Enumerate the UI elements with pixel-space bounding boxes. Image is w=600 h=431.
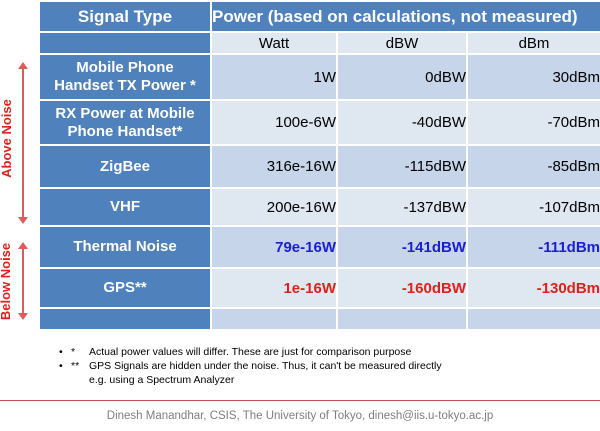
value-dbm: -70dBm xyxy=(468,101,600,144)
value-watt: 316e-16W xyxy=(212,146,336,187)
unit-dbw: dBW xyxy=(338,33,466,53)
footnote-text: Actual power values will differ. These a… xyxy=(89,346,412,358)
signal-name: ZigBee xyxy=(40,146,210,187)
value-watt: 1e-16W xyxy=(212,269,336,307)
above-noise-arrow-icon xyxy=(18,62,28,224)
empty-cell xyxy=(468,309,600,329)
value-dbm: -85dBm xyxy=(468,146,600,187)
unit-dbm: dBm xyxy=(468,33,600,53)
value-dbm: 30dBm xyxy=(468,55,600,99)
unit-watt: Watt xyxy=(212,33,336,53)
table-row: ZigBee 316e-16W -115dBW -85dBm xyxy=(40,146,600,187)
value-watt: 1W xyxy=(212,55,336,99)
value-dbw: -137dBW xyxy=(338,189,466,225)
value-dbw: -115dBW xyxy=(338,146,466,187)
signal-power-table: Signal Type Power (based on calculations… xyxy=(38,0,600,331)
below-noise-arrow-icon xyxy=(18,242,28,320)
below-noise-label: Below Noise xyxy=(0,242,14,320)
value-dbm: -111dBm xyxy=(468,227,600,267)
signal-name: VHF xyxy=(40,189,210,225)
signal-name: GPS** xyxy=(40,269,210,307)
empty-cell xyxy=(212,309,336,329)
value-watt: 79e-16W xyxy=(212,227,336,267)
table-row-empty xyxy=(40,309,600,329)
value-dbw: -40dBW xyxy=(338,101,466,144)
value-watt: 100e-6W xyxy=(212,101,336,144)
bullet: • xyxy=(59,346,63,358)
footnote-text: GPS Signals are hidden under the noise. … xyxy=(89,360,442,372)
above-noise-label: Above Noise xyxy=(0,98,14,178)
footnote: • ** GPS Signals are hidden under the no… xyxy=(59,359,442,373)
footnotes: • * Actual power values will differ. The… xyxy=(59,345,442,387)
unit-header-blank xyxy=(40,33,210,53)
header-signal-type: Signal Type xyxy=(40,2,210,31)
table-row: Mobile Phone Handset TX Power * 1W 0dBW 3… xyxy=(40,55,600,99)
table-row: Thermal Noise 79e-16W -141dBW -111dBm xyxy=(40,227,600,267)
value-dbw: 0dBW xyxy=(338,55,466,99)
footnote-continuation: e.g. using a Spectrum Analyzer xyxy=(89,374,235,386)
value-dbm: -130dBm xyxy=(468,269,600,307)
header-power: Power (based on calculations, not measur… xyxy=(212,2,600,31)
empty-cell xyxy=(338,309,466,329)
bullet: • xyxy=(59,360,63,372)
signal-name-empty xyxy=(40,309,210,329)
table-row: GPS** 1e-16W -160dBW -130dBm xyxy=(40,269,600,307)
value-dbw: -160dBW xyxy=(338,269,466,307)
table-row: RX Power at Mobile Phone Handset* 100e-6W… xyxy=(40,101,600,144)
footnote-mark: * xyxy=(71,346,76,358)
value-dbw: -141dBW xyxy=(338,227,466,267)
value-dbm: -107dBm xyxy=(468,189,600,225)
table-row: VHF 200e-16W -137dBW -107dBm xyxy=(40,189,600,225)
footer-credit: Dinesh Manandhar, CSIS, The University o… xyxy=(106,410,494,422)
footnote-mark: ** xyxy=(71,360,80,372)
signal-name: Thermal Noise xyxy=(40,227,210,267)
value-watt: 200e-16W xyxy=(212,189,336,225)
footnote: • * Actual power values will differ. The… xyxy=(59,345,442,359)
signal-name: Mobile Phone Handset TX Power * xyxy=(40,55,210,99)
footer-divider xyxy=(0,400,600,401)
signal-name: RX Power at Mobile Phone Handset* xyxy=(40,101,210,144)
